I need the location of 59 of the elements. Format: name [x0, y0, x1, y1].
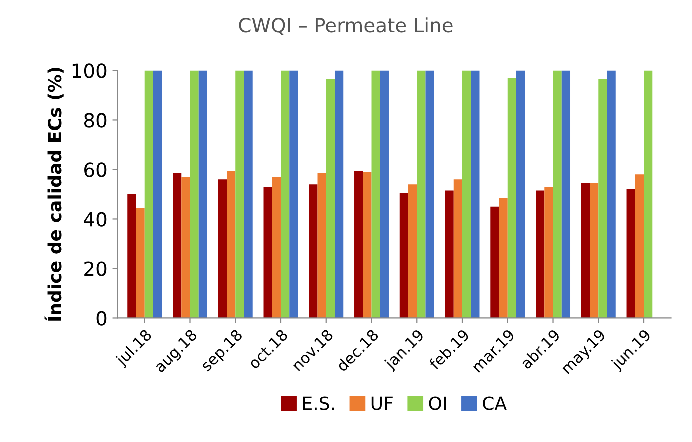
bar: [144, 70, 154, 318]
bar: [426, 70, 434, 318]
bar: [290, 70, 298, 318]
bar: [598, 79, 608, 318]
bar: [334, 70, 344, 318]
bar: [153, 70, 162, 318]
bar: [417, 70, 426, 318]
bar: [581, 183, 590, 318]
legend-label: CA: [483, 396, 507, 410]
bar: [198, 70, 208, 318]
bar: [280, 70, 290, 318]
bar: [408, 184, 418, 318]
y-axis-title: Índice de calidad ECs (%): [44, 68, 64, 321]
bar: [182, 177, 190, 318]
bar: [128, 194, 136, 318]
y-tick-label: 100: [72, 64, 107, 78]
y-tick-label: 40: [84, 212, 107, 227]
bar: [508, 78, 517, 318]
bar: [562, 70, 571, 318]
bar: [644, 70, 653, 318]
bar: [173, 173, 182, 318]
bar: [516, 70, 526, 318]
y-tick-label: 20: [84, 262, 107, 276]
legend-label: UF: [372, 396, 393, 410]
bar: [590, 183, 599, 318]
bar: [607, 70, 616, 318]
bar: [471, 70, 480, 318]
bar: [553, 70, 562, 318]
bar: [236, 70, 244, 318]
bar: [445, 190, 454, 318]
bar: [380, 70, 389, 318]
bar: [400, 193, 409, 318]
bar: [544, 187, 554, 318]
bar: [490, 206, 500, 318]
y-tick-label: 80: [84, 113, 107, 128]
bar: [635, 174, 644, 318]
bar: [454, 180, 463, 318]
chart-title: CWQI – Permeate Line: [239, 18, 453, 35]
legend-label: E.S.: [303, 396, 334, 410]
legend-label: OI: [429, 396, 446, 410]
bar: [354, 170, 364, 318]
bar: [244, 70, 253, 318]
bar: [264, 187, 272, 318]
bar: [318, 173, 326, 318]
y-tick-label: 0: [96, 311, 107, 326]
bar: [272, 177, 281, 318]
bar: [309, 184, 318, 318]
bar: [499, 198, 508, 318]
bar: [326, 79, 335, 318]
bar: [462, 70, 472, 318]
bar: [536, 190, 545, 318]
bar: [363, 172, 372, 318]
bar: [227, 170, 236, 318]
bar: [190, 70, 199, 318]
bar: [136, 208, 145, 318]
bar: [218, 180, 227, 318]
bar: [372, 70, 380, 318]
bar: [626, 190, 636, 318]
y-tick-label: 60: [84, 162, 107, 178]
